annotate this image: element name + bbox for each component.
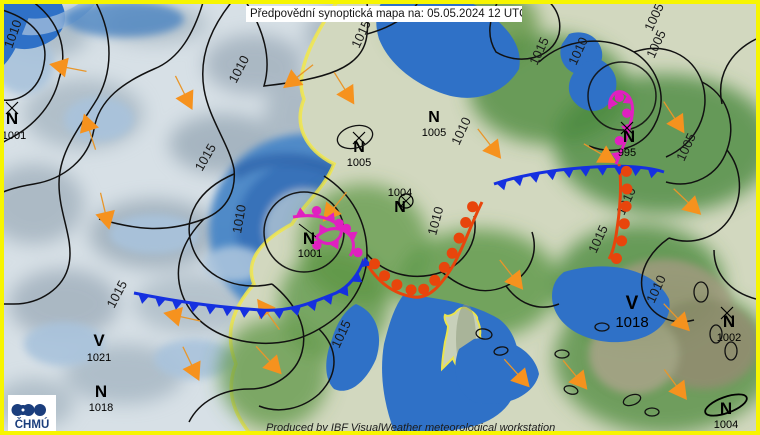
svg-text:1021: 1021 — [87, 352, 111, 364]
svg-text:V: V — [93, 331, 105, 350]
svg-text:1004: 1004 — [714, 419, 738, 431]
svg-text:V: V — [626, 293, 639, 314]
svg-text:Produced by IBF VisualWeather: Produced by IBF VisualWeather meteorolog… — [266, 422, 555, 431]
svg-text:ČHMÚ: ČHMÚ — [15, 418, 50, 431]
svg-text:1018: 1018 — [89, 402, 113, 414]
svg-text:1018: 1018 — [615, 314, 648, 331]
svg-text:N: N — [95, 382, 107, 401]
svg-text:1005: 1005 — [347, 157, 371, 169]
svg-text:1001: 1001 — [298, 248, 322, 260]
svg-text:N: N — [428, 109, 440, 126]
svg-text:N: N — [720, 399, 732, 418]
svg-text:1001: 1001 — [4, 130, 26, 142]
svg-text:1005: 1005 — [422, 127, 446, 139]
svg-text:995: 995 — [618, 147, 636, 159]
